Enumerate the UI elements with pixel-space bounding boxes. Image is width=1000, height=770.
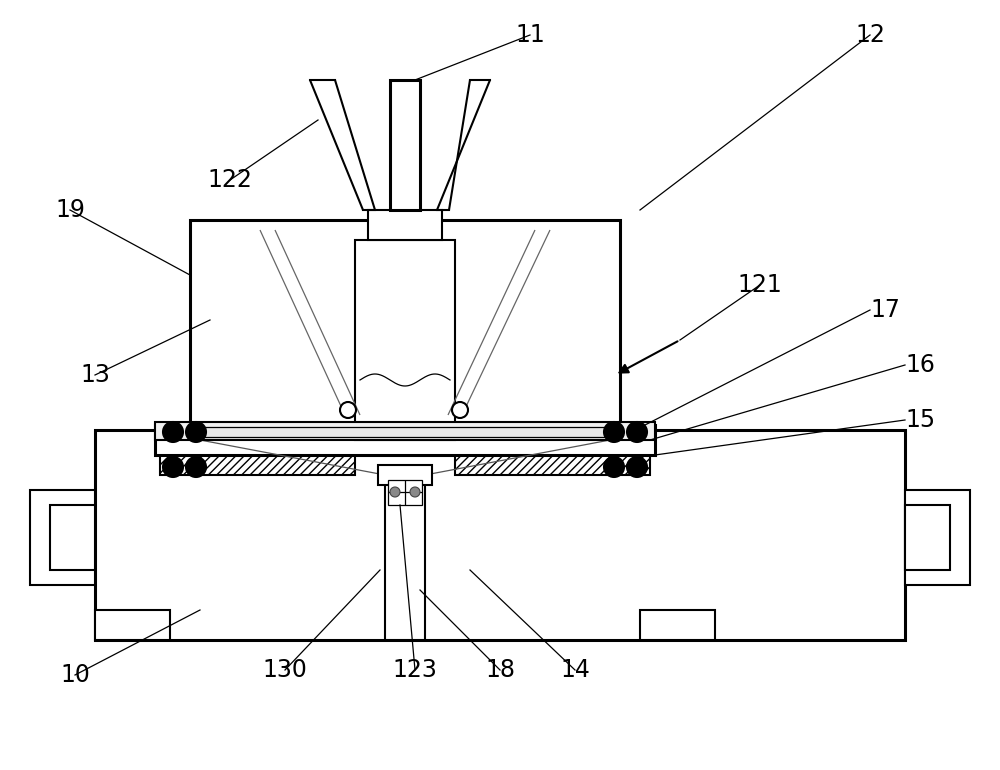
Bar [95, 430, 905, 640]
Text: 12: 12 [855, 23, 885, 47]
Text: 17: 17 [870, 298, 900, 322]
Bar [355, 240, 455, 440]
Text: 121: 121 [738, 273, 782, 297]
Bar [378, 465, 432, 485]
Circle shape [163, 422, 183, 442]
Bar [385, 475, 425, 640]
Text: 122: 122 [208, 168, 252, 192]
Circle shape [340, 402, 356, 418]
Text: 123: 123 [393, 658, 437, 682]
Text: 19: 19 [55, 198, 85, 222]
Bar [905, 505, 950, 570]
Bar [190, 220, 620, 440]
Circle shape [186, 422, 206, 442]
Text: 15: 15 [905, 408, 935, 432]
Circle shape [163, 457, 183, 477]
Bar [155, 425, 655, 455]
Text: 130: 130 [263, 658, 307, 682]
Circle shape [627, 457, 647, 477]
Bar [155, 422, 655, 440]
Circle shape [604, 457, 624, 477]
Bar [160, 437, 355, 475]
Bar [388, 480, 422, 505]
Bar [390, 80, 420, 210]
Text: 11: 11 [515, 23, 545, 47]
Circle shape [390, 487, 400, 497]
Circle shape [627, 422, 647, 442]
Bar [640, 610, 715, 640]
Circle shape [604, 422, 624, 442]
Bar [95, 610, 170, 640]
Circle shape [452, 402, 468, 418]
Bar [200, 427, 610, 437]
Text: 16: 16 [905, 353, 935, 377]
Bar [368, 210, 442, 240]
Bar [30, 490, 95, 585]
Text: 10: 10 [60, 663, 90, 687]
Text: 18: 18 [485, 658, 515, 682]
Circle shape [410, 487, 420, 497]
Circle shape [186, 457, 206, 477]
Text: 14: 14 [560, 658, 590, 682]
Bar [50, 505, 95, 570]
Bar [455, 437, 650, 475]
Text: 13: 13 [80, 363, 110, 387]
Bar [905, 490, 970, 585]
